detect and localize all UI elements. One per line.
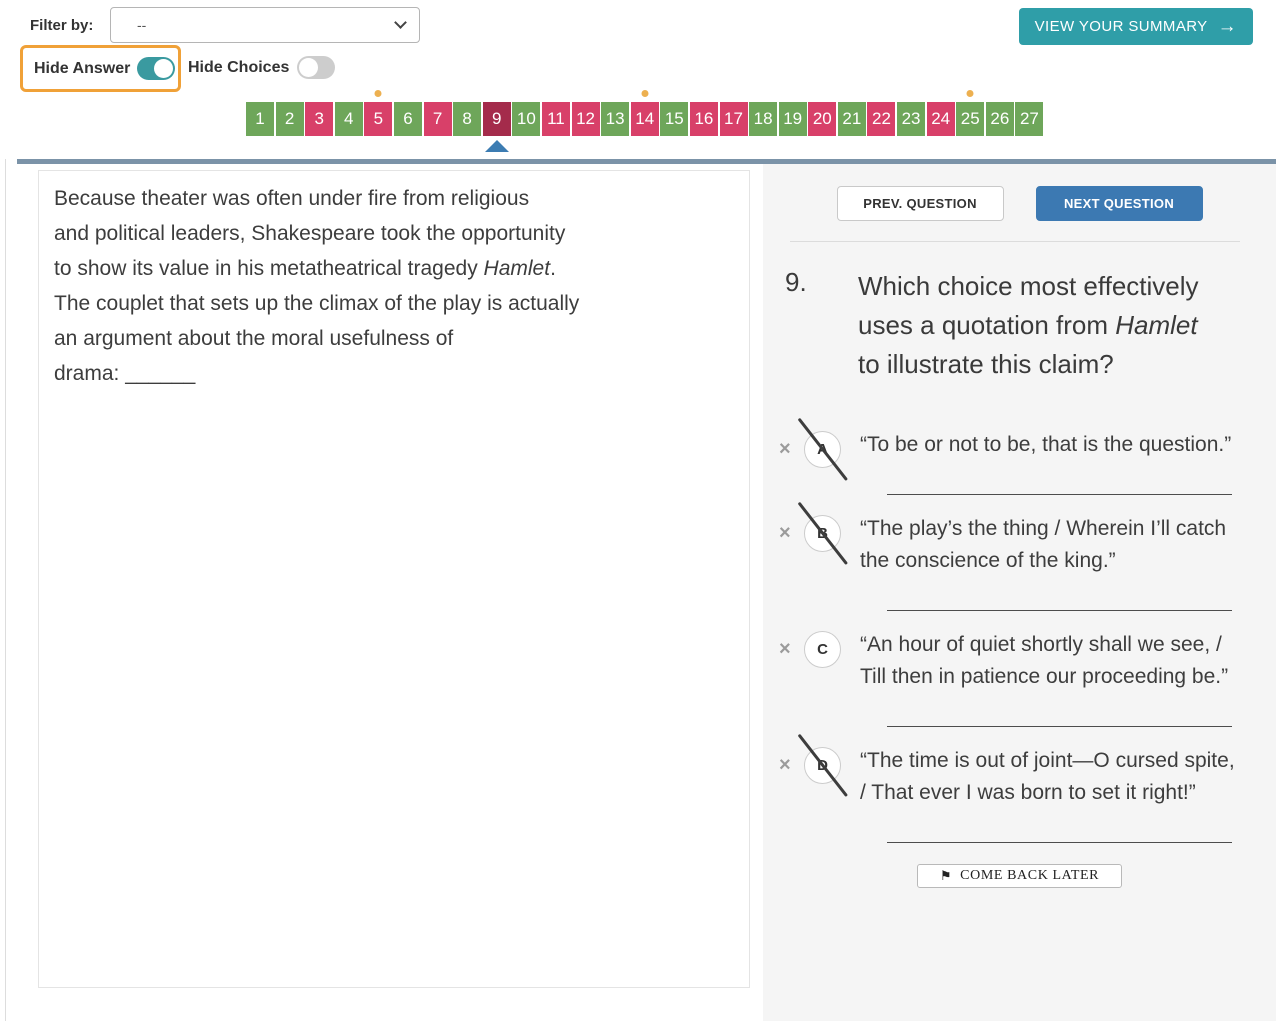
choice-divider	[887, 725, 1232, 727]
panel-divider	[790, 241, 1240, 242]
choice-text: “An hour of quiet shortly shall we see, …	[860, 632, 1229, 689]
text: The couplet that sets up the climax of t…	[54, 292, 580, 315]
question-nav-tile-14[interactable]: 14	[630, 90, 659, 136]
question-nav-tile-2[interactable]: 2	[275, 102, 304, 136]
choice-letter-circle-C[interactable]: C	[804, 630, 841, 668]
text: uses a quotation from	[858, 310, 1116, 340]
question-nav-tile-12[interactable]: 12	[571, 102, 600, 136]
hide-answer-label: Hide Answer	[34, 59, 131, 77]
hide-choices-toggle[interactable]	[297, 56, 336, 79]
eliminate-x-icon[interactable]: ×	[779, 438, 791, 460]
text: to illustrate this claim?	[858, 349, 1114, 379]
choice-divider	[887, 841, 1232, 843]
toggle-knob	[299, 58, 319, 77]
text: an argument about the moral usefulness o…	[54, 327, 454, 350]
passage-line: an argument about the moral usefulness o…	[54, 321, 734, 356]
current-question-pointer	[484, 140, 509, 152]
question-nav-tile-23[interactable]: 23	[897, 102, 926, 136]
question-number: 9.	[785, 267, 807, 297]
choice-divider	[887, 493, 1232, 495]
text: drama:	[54, 362, 126, 385]
question-nav-tile-26[interactable]: 26	[985, 102, 1014, 136]
hide-answer-toggle[interactable]	[137, 57, 176, 80]
text: Which choice most effectively	[858, 271, 1199, 301]
flagged-dot-icon	[966, 90, 974, 97]
hide-choices-label: Hide Choices	[188, 58, 290, 76]
question-text-line: Which choice most effectively	[858, 267, 1199, 306]
question-nav-tile-21[interactable]: 21	[837, 102, 866, 136]
question-nav-tile-3[interactable]: 3	[305, 102, 334, 136]
text: to show its value in his metatheatrical …	[54, 257, 484, 280]
italic-text: Hamlet	[1115, 310, 1198, 340]
question-text-line: uses a quotation from Hamlet	[858, 306, 1199, 345]
come-back-later-label: COME BACK LATER	[960, 867, 1100, 883]
eliminate-x-icon[interactable]: ×	[779, 521, 791, 544]
question-nav-tile-24[interactable]: 24	[926, 102, 955, 136]
section-divider-bar	[17, 159, 1276, 164]
question-nav-tile-18[interactable]: 18	[749, 102, 778, 136]
text: ______	[125, 362, 196, 385]
question-nav-tile-1[interactable]: 1	[246, 102, 274, 136]
question-text-line: to illustrate this claim?	[858, 345, 1199, 384]
eliminate-x-icon[interactable]: ×	[779, 637, 791, 660]
passage-line: drama: ______	[54, 356, 734, 391]
question-nav-tile-6[interactable]: 6	[393, 102, 422, 136]
passage-line: The couplet that sets up the climax of t…	[54, 286, 734, 321]
question-nav-tile-27[interactable]: 27	[1015, 102, 1044, 136]
filter-selected-value: --	[137, 17, 147, 33]
flagged-dot-icon	[641, 90, 649, 97]
prev-question-button[interactable]: PREV. QUESTION	[836, 186, 1004, 221]
question-number-nav: 1 2 3 4 5 6 7 8 9 10 11 12 13 14 15 16 17 18 19 20 21 22 23 24 2…	[246, 90, 1044, 152]
passage-panel: Because theater was often under fire fro…	[38, 170, 750, 988]
question-nav-tile-15[interactable]: 15	[660, 102, 689, 136]
view-summary-label: VIEW YOUR SUMMARY	[1034, 18, 1208, 35]
filter-by-label: Filter by:	[30, 17, 94, 34]
italic-text: Hamlet	[483, 257, 551, 280]
question-nav-tile-13[interactable]: 13	[601, 102, 630, 136]
question-nav-tile-7[interactable]: 7	[423, 102, 452, 136]
question-text: Which choice most effectively uses a quot…	[858, 267, 1199, 384]
question-nav-tile-11[interactable]: 11	[541, 102, 570, 136]
question-nav-tile-5[interactable]: 5	[364, 90, 393, 136]
next-question-button[interactable]: NEXT QUESTION	[1035, 186, 1203, 221]
hide-answer-highlight-box: Hide Answer	[20, 45, 181, 92]
question-nav-tile-9[interactable]: 9	[482, 102, 511, 152]
answer-choice-D: ×D“The time is out of joint—O cursed spi…	[763, 727, 1276, 843]
text: .	[550, 257, 556, 280]
passage-line: Because theater was often under fire fro…	[54, 181, 734, 216]
passage-line: to show its value in his metatheatrical …	[54, 251, 734, 286]
choice-text: “To be or not to be, that is the questio…	[860, 433, 1232, 456]
passage-line: and political leaders, Shakespeare took …	[54, 216, 734, 251]
toggle-knob	[154, 59, 174, 78]
question-nav-tile-22[interactable]: 22	[867, 102, 896, 136]
question-nav-tile-17[interactable]: 17	[719, 102, 748, 136]
chevron-down-icon	[394, 16, 407, 29]
eliminate-x-icon[interactable]: ×	[779, 753, 791, 776]
question-nav-tile-16[interactable]: 16	[689, 102, 718, 136]
arrow-right-icon: →	[1217, 16, 1237, 37]
come-back-later-button[interactable]: ⚑ COME BACK LATER	[917, 863, 1122, 888]
flag-icon: ⚑	[939, 867, 953, 883]
answer-choice-B: ×B“The play’s the thing / Wherein I’ll c…	[763, 495, 1276, 611]
answer-choice-A: ×A“To be or not to be, that is the quest…	[763, 411, 1276, 495]
flagged-dot-icon	[374, 90, 382, 97]
question-nav-tile-25[interactable]: 25	[956, 90, 985, 136]
text: and political leaders, Shakespeare took …	[54, 222, 566, 245]
answer-choices: ×A“To be or not to be, that is the quest…	[763, 411, 1276, 843]
question-nav-tile-10[interactable]: 10	[512, 102, 541, 136]
question-nav-tile-8[interactable]: 8	[453, 102, 482, 136]
left-border-line	[5, 159, 6, 1021]
question-panel: PREV. QUESTION NEXT QUESTION 9. Which ch…	[763, 164, 1276, 1021]
choice-text: “The play’s the thing / Wherein I’ll cat…	[860, 516, 1227, 573]
question-nav-tile-19[interactable]: 19	[778, 102, 807, 136]
filter-dropdown[interactable]: --	[110, 7, 420, 43]
choice-text: “The time is out of joint—O cursed spite…	[860, 748, 1235, 805]
question-nav-tile-20[interactable]: 20	[808, 102, 837, 136]
text: Because theater was often under fire fro…	[54, 187, 530, 210]
question-nav-tile-4[interactable]: 4	[334, 102, 363, 136]
answer-choice-C: × C “An hour of quiet shortly shall we see…	[763, 611, 1276, 727]
view-summary-button[interactable]: VIEW YOUR SUMMARY →	[1018, 8, 1253, 45]
choice-divider	[887, 609, 1232, 611]
